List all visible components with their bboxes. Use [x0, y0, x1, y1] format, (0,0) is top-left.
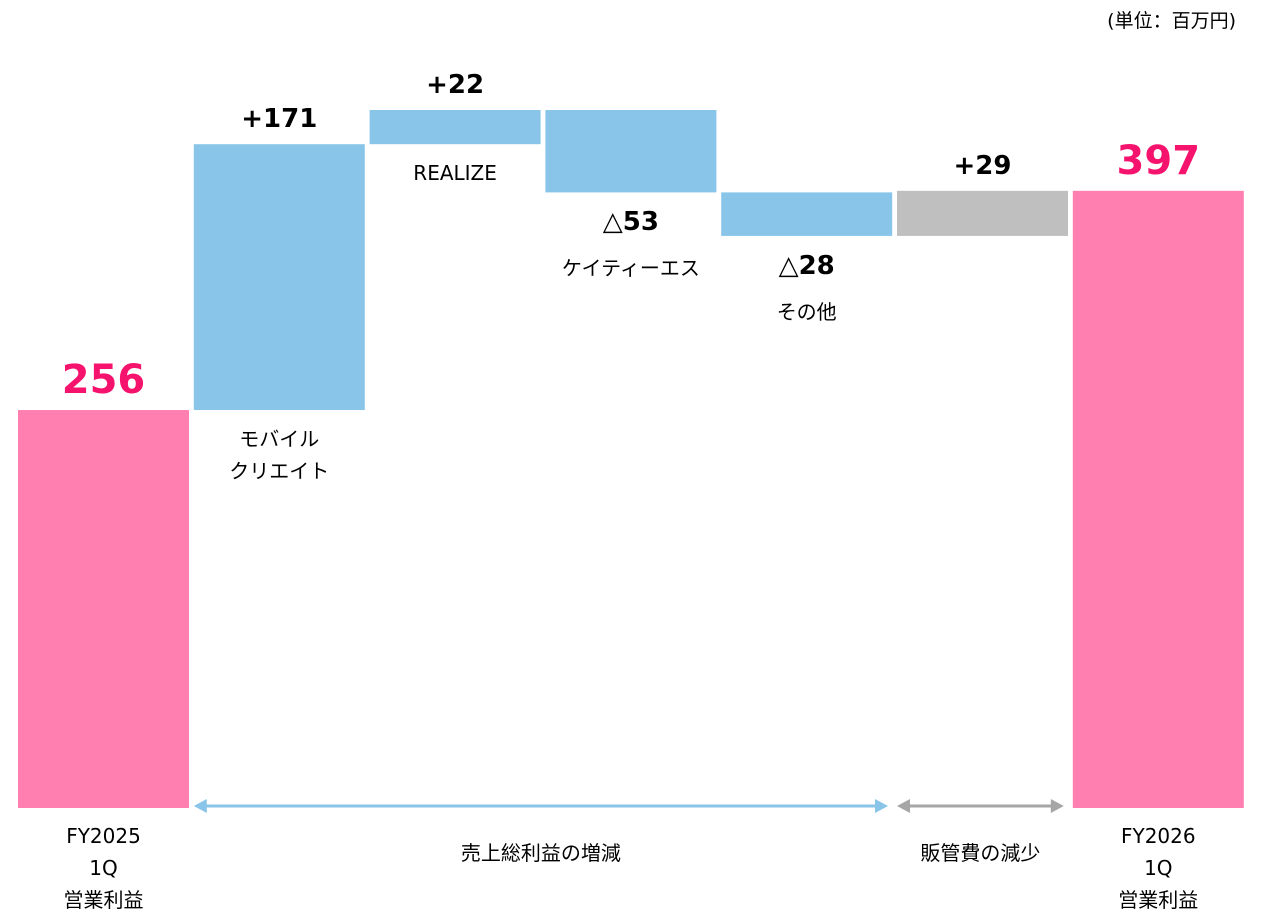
arrow-head — [193, 799, 207, 813]
arrow-head — [897, 799, 910, 813]
value-label: +22 — [426, 70, 485, 100]
bar — [721, 192, 893, 236]
bar — [1072, 190, 1244, 809]
arrow-head — [875, 799, 888, 813]
value-label: +29 — [953, 150, 1012, 181]
value-label: △53 — [602, 207, 659, 238]
total-label: 256 — [61, 357, 146, 404]
bar — [897, 190, 1068, 236]
unit-note: (単位：百万円) — [1107, 10, 1236, 32]
category-label: FY2026 1Q 営業利益 — [1118, 824, 1199, 912]
group-label: 販管費の減少 — [920, 841, 1041, 865]
category-label: FY2025 1Q 営業利益 — [63, 824, 144, 912]
value-label: +171 — [241, 104, 318, 135]
category-label: その他 — [776, 299, 837, 324]
value-label: △28 — [778, 250, 835, 281]
group-label: 売上総利益の増減 — [460, 841, 621, 865]
bar — [18, 410, 189, 808]
category-label: ケイティーエス — [561, 256, 700, 281]
bar — [545, 110, 717, 193]
arrow-head — [1050, 799, 1064, 813]
bar — [369, 110, 541, 145]
bar — [193, 144, 365, 411]
category-label: REALIZE — [413, 161, 497, 186]
category-label: モバイル クリエイト — [229, 427, 330, 484]
total-label: 397 — [1116, 137, 1201, 184]
